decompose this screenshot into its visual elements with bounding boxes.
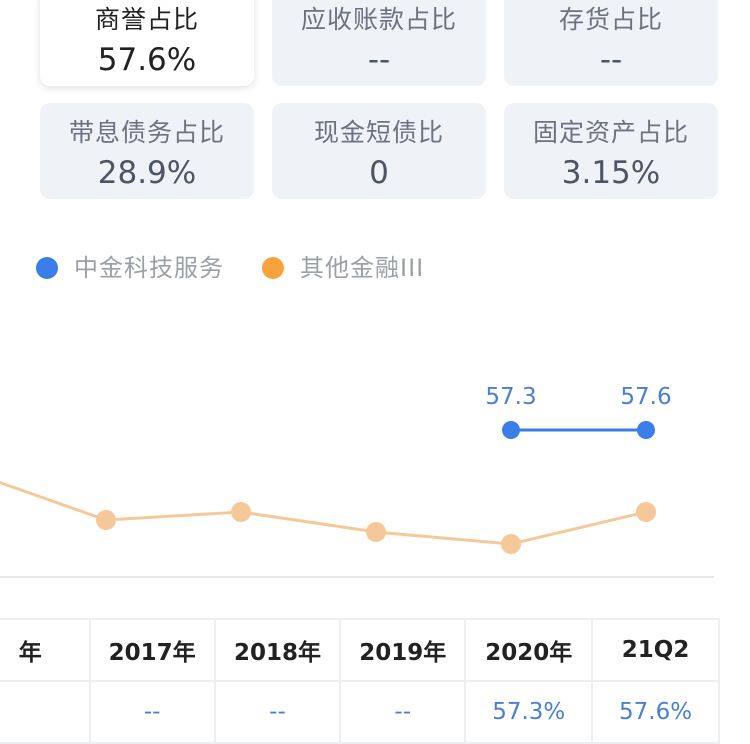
metric-card-receivables[interactable]: 应收账款占比 -- [272,0,486,86]
metric-label: 存货占比 [558,5,663,34]
metric-card-interest-debt[interactable]: 带息债务占比 28.9% [40,103,254,199]
legend-dot-icon [262,257,284,279]
metric-value: -- [367,42,391,78]
metric-label: 固定资产占比 [532,118,689,147]
data-point[interactable] [502,421,520,439]
table-row: -- -- -- 57.3% 57.6% [0,680,720,744]
metric-label: 现金短债比 [313,118,444,147]
data-point[interactable] [366,522,386,542]
table-header-cell: 21Q2 [591,618,720,682]
data-point[interactable] [636,502,656,522]
data-label: 57.3 [485,384,536,410]
metric-label: 商誉占比 [94,5,199,34]
data-point[interactable] [96,510,116,530]
metric-card-fixed-assets[interactable]: 固定资产占比 3.15% [504,103,718,199]
data-point[interactable] [637,421,655,439]
table-cell: -- [339,680,467,744]
table-header-cell: 2019年 [339,618,467,682]
metric-card-cash-ratio[interactable]: 现金短债比 0 [272,103,486,199]
data-point[interactable] [231,502,251,522]
ratio-table: 年 2017年 2018年 2019年 2020年 21Q2 -- -- -- … [0,618,720,744]
table-header-cell: 2020年 [464,618,594,682]
table-header-cell: 2017年 [88,618,216,682]
metric-value: -- [599,42,623,78]
metric-card-inventory[interactable]: 存货占比 -- [504,0,718,86]
metric-value: 0 [369,155,389,191]
table-header-row: 年 2017年 2018年 2019年 2020年 21Q2 [0,618,720,682]
data-point[interactable] [501,534,521,554]
table-cell: 57.3% [464,680,594,744]
line-chart: 57.3 57.6 [0,384,714,578]
table-cell: -- [213,680,342,744]
table-cell: 57.6% [591,680,720,744]
table-header-cell: 2018年 [213,618,342,682]
metric-value: 57.6% [97,42,197,78]
metric-label: 带息债务占比 [68,118,225,147]
table-cell [0,680,91,744]
legend-dot-icon [36,257,58,279]
metric-value: 28.9% [97,155,197,191]
metric-card-goodwill[interactable]: 商誉占比 57.6% [40,0,254,86]
metric-value: 3.15% [561,155,661,191]
legend-label: 中金科技服务 [74,254,224,282]
table-cell: -- [88,680,216,744]
table-header-cell: 年 [0,618,91,682]
metric-label: 应收账款占比 [300,5,457,34]
legend-label: 其他金融III [300,254,425,282]
series-line [0,480,647,546]
data-label: 57.6 [620,384,671,410]
